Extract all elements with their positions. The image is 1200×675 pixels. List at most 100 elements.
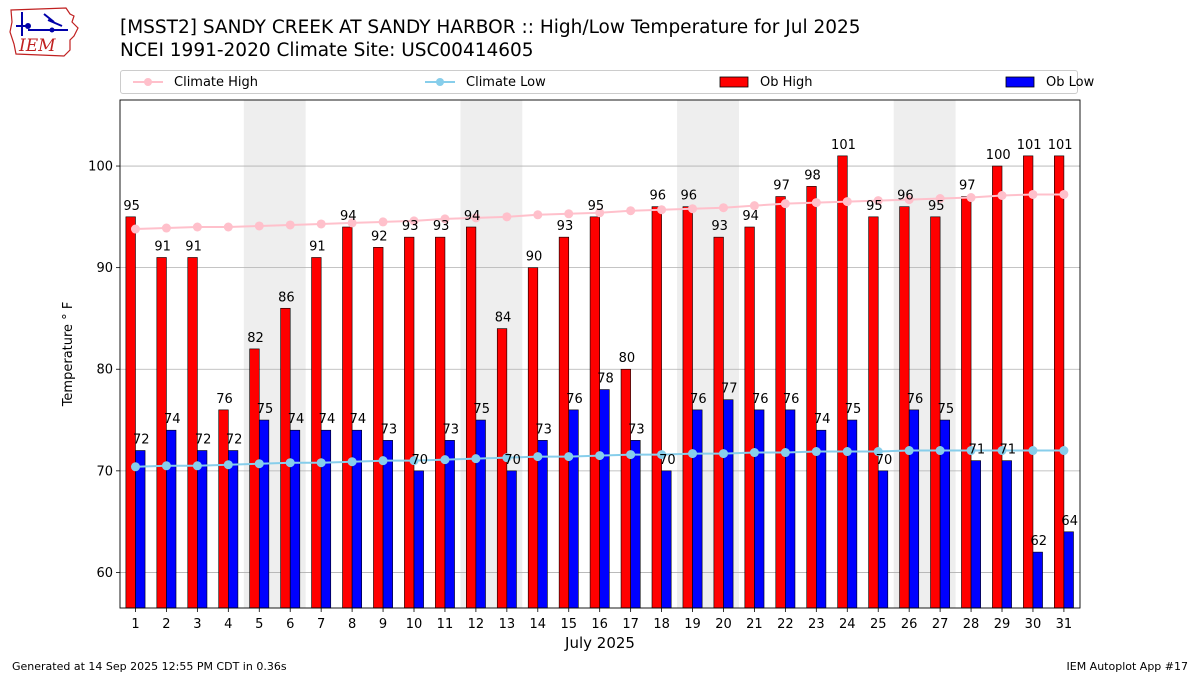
legend-swatch <box>425 78 455 86</box>
ob-low-bar-1 <box>135 450 146 609</box>
ob-high-label-16: 95 <box>588 199 605 214</box>
ob-low-bar-4 <box>228 450 239 609</box>
ob-low-bar-17 <box>630 440 641 609</box>
ob-low-bar-14 <box>537 440 548 609</box>
ob-high-label-9: 92 <box>371 229 388 244</box>
app-credit: IEM Autoplot App #17 <box>1066 660 1189 673</box>
climate-low-point-26 <box>904 446 914 456</box>
climate-high-point-25 <box>873 196 883 206</box>
climate-high-point-6 <box>285 220 295 230</box>
x-tick-label: 31 <box>1056 617 1073 632</box>
ob-high-bar-17 <box>620 368 631 609</box>
chart-subtitle: NCEI 1991-2020 Climate Site: USC00414605 <box>120 40 534 61</box>
y-tick-label: 90 <box>96 261 113 276</box>
climate-low-point-22 <box>780 448 790 458</box>
ob-high-label-19: 96 <box>680 189 697 204</box>
climate-low-point-18 <box>657 450 667 460</box>
ob-high-bar-19 <box>682 206 693 609</box>
climate-high-point-7 <box>316 219 326 229</box>
x-tick-label: 8 <box>348 617 356 632</box>
ob-high-bar-28 <box>961 196 972 609</box>
climate-low-point-10 <box>409 456 419 466</box>
ob-high-label-10: 93 <box>402 219 419 234</box>
climate-low-point-9 <box>378 456 388 466</box>
ob-low-label-28: 71 <box>969 443 986 458</box>
ob-high-bar-29 <box>992 165 1003 609</box>
ob-low-bar-11 <box>444 440 455 609</box>
climate-low-point-8 <box>347 457 357 467</box>
ob-low-label-2: 74 <box>164 412 181 427</box>
x-tick-label: 27 <box>932 617 949 632</box>
ob-high-bar-6 <box>280 307 291 609</box>
ob-high-label-12: 94 <box>464 209 481 224</box>
ob-low-bar-31 <box>1063 531 1074 609</box>
x-tick-label: 4 <box>224 617 232 632</box>
climate-low-point-15 <box>564 452 574 462</box>
legend-label: Ob Low <box>1046 74 1095 90</box>
ob-low-bar-2 <box>166 429 177 609</box>
x-tick-label: 6 <box>286 617 294 632</box>
ob-high-bar-15 <box>558 236 570 609</box>
ob-high-label-28: 97 <box>959 179 976 194</box>
ob-low-label-16: 78 <box>597 372 614 387</box>
climate-high-point-1 <box>130 224 140 234</box>
ob-high-label-14: 90 <box>526 250 543 265</box>
x-tick-label: 7 <box>317 617 325 632</box>
climate-high-point-16 <box>595 208 605 218</box>
ob-high-bar-2 <box>156 257 167 609</box>
ob-low-bar-23 <box>816 429 827 609</box>
climate-low-point-11 <box>440 455 450 465</box>
climate-high-point-28 <box>966 193 976 203</box>
climate-low-point-28 <box>966 446 976 456</box>
ob-high-label-29: 100 <box>986 148 1011 163</box>
x-tick-label: 2 <box>162 617 170 632</box>
ob-low-label-17: 73 <box>628 422 645 437</box>
climate-high-point-24 <box>842 197 852 207</box>
ob-low-label-23: 74 <box>814 412 831 427</box>
x-tick-label: 29 <box>994 617 1011 632</box>
ob-low-label-4: 72 <box>226 433 243 448</box>
ob-low-bar-6 <box>289 429 301 609</box>
x-tick-label: 3 <box>193 617 201 632</box>
ob-low-bar-28 <box>970 460 981 609</box>
ob-low-label-26: 76 <box>907 392 924 407</box>
climate-low-point-7 <box>316 458 326 468</box>
ob-low-bar-21 <box>754 409 765 609</box>
ob-low-label-31: 64 <box>1061 514 1078 529</box>
climate-low-point-17 <box>626 450 636 460</box>
climate-high-point-8 <box>347 218 357 228</box>
ob-high-bar-25 <box>868 216 879 609</box>
climate-low-point-31 <box>1059 446 1069 456</box>
ob-low-bar-26 <box>908 409 920 609</box>
ob-low-bar-5 <box>258 419 270 609</box>
climate-high-point-30 <box>1028 189 1038 199</box>
x-tick-label: 26 <box>901 617 918 632</box>
y-axis-label: Temperature ° F <box>61 302 76 408</box>
climate-low-point-6 <box>285 458 295 468</box>
ob-high-label-18: 96 <box>650 189 667 204</box>
y-tick-label: 100 <box>88 160 113 175</box>
ob-low-label-25: 70 <box>876 453 893 468</box>
legend: Climate High Climate Low Ob High Ob Low <box>120 70 1094 94</box>
ob-high-bar-14 <box>527 267 539 609</box>
ob-high-label-2: 91 <box>154 239 171 254</box>
climate-high-point-26 <box>904 195 914 205</box>
ob-high-label-23: 98 <box>804 168 821 183</box>
climate-low-point-13 <box>502 453 512 463</box>
x-tick-label: 20 <box>715 617 732 632</box>
ob-low-label-21: 76 <box>752 392 769 407</box>
ob-low-label-3: 72 <box>195 433 212 448</box>
ob-low-label-7: 74 <box>319 412 336 427</box>
legend-label: Climate Low <box>466 74 546 90</box>
legend-label: Ob High <box>760 74 813 90</box>
ob-high-label-13: 84 <box>495 311 512 326</box>
x-tick-label: 28 <box>963 617 980 632</box>
ob-low-label-12: 75 <box>473 402 490 417</box>
ob-high-bar-31 <box>1054 155 1065 609</box>
ob-high-label-27: 95 <box>928 199 945 214</box>
ob-low-bar-18 <box>661 470 672 609</box>
ob-low-label-20: 77 <box>721 382 738 397</box>
ob-low-label-30: 62 <box>1030 534 1047 549</box>
ob-high-label-26: 96 <box>897 189 914 204</box>
climate-low-point-16 <box>595 451 605 461</box>
